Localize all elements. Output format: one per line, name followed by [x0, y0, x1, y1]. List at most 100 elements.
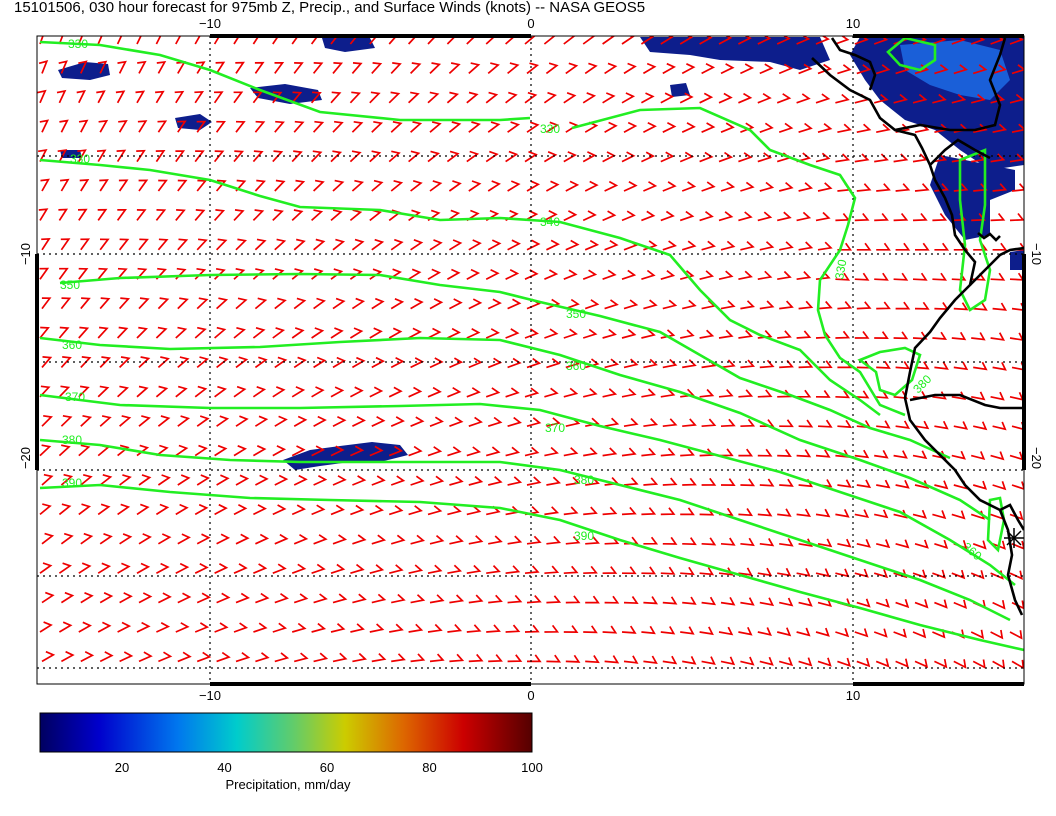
wind-barb: [759, 537, 775, 547]
wind-barb: [313, 593, 328, 604]
wind-barb: [390, 179, 404, 192]
wind-barb: [583, 387, 598, 398]
wind-barb: [798, 241, 814, 251]
wind-barb: [718, 92, 733, 104]
wind-barb: [137, 120, 148, 133]
wind-barb: [136, 385, 149, 398]
wind-barb: [545, 180, 560, 192]
wind-barb: [507, 239, 521, 251]
wind-barb: [738, 626, 753, 636]
wind-barb: [448, 121, 462, 133]
contour-label: 380: [62, 433, 82, 447]
wind-barb: [817, 360, 833, 369]
wind-barb: [604, 62, 618, 75]
wind-barb: [410, 298, 424, 310]
wind-barb: [895, 539, 910, 549]
wind-barb: [330, 150, 343, 163]
wind-barb: [682, 477, 697, 486]
wind-barb: [350, 445, 365, 457]
wind-barb: [662, 122, 677, 133]
wind-barb: [623, 299, 639, 310]
wind-barb: [233, 209, 245, 221]
wind-barb: [388, 36, 398, 45]
wind-barb: [255, 533, 270, 545]
wind-barb: [779, 241, 794, 251]
wind-barb: [252, 268, 265, 280]
graticule: [37, 36, 1024, 684]
wind-barb: [157, 474, 171, 486]
wind-barb: [699, 270, 715, 281]
wind-barb: [291, 622, 307, 633]
wind-barb: [466, 150, 480, 163]
wind-barb: [216, 592, 231, 604]
wind-barb: [371, 120, 383, 133]
wind-barb: [757, 567, 773, 577]
wind-barb: [233, 150, 245, 163]
contour-label: 350: [566, 307, 586, 321]
wind-barb: [41, 473, 54, 486]
wind-barb: [194, 150, 205, 163]
wind-barb: [817, 657, 832, 667]
wind-barb: [78, 385, 90, 398]
wind-barb: [1011, 659, 1024, 670]
wind-barb: [274, 415, 288, 427]
wind-barb: [116, 267, 128, 280]
wind-barb: [99, 415, 112, 427]
wind-barb: [563, 447, 579, 457]
wind-barb: [951, 569, 966, 580]
wind-barb: [468, 62, 481, 75]
wind-barb: [757, 330, 773, 339]
wind-barb: [429, 298, 444, 310]
wind-barb: [660, 566, 676, 575]
wind-barb: [544, 565, 560, 575]
wind-barb: [912, 509, 928, 519]
wind-barb: [196, 179, 208, 192]
wind-barb: [798, 597, 813, 607]
wind-barb: [388, 445, 404, 457]
wind-barb: [369, 564, 385, 575]
wind-barb: [875, 598, 890, 608]
wind-barb: [39, 621, 53, 633]
wind-barb: [759, 122, 774, 133]
wind-barb: [194, 209, 206, 221]
wind-barb: [252, 150, 264, 163]
wind-barb: [660, 210, 675, 222]
wind-barb: [604, 180, 619, 192]
x-tick-bottom: −10: [199, 688, 221, 703]
wind-barb: [137, 60, 147, 74]
wind-barb: [835, 390, 851, 399]
wind-barb: [157, 415, 171, 427]
wind-barb: [876, 479, 891, 489]
wind-barb: [350, 623, 365, 633]
wind-barb: [56, 89, 67, 104]
wind-barb: [932, 93, 947, 104]
wind-barb: [39, 562, 53, 574]
wind-barb: [932, 331, 948, 340]
wind-barb: [175, 622, 190, 633]
contour-labels: 330 330 330 340 350 360 370 380 390 350 …: [60, 37, 985, 563]
wind-barb: [214, 503, 228, 516]
wind-barb: [177, 592, 192, 604]
wind-barb: [604, 417, 620, 428]
wind-barb: [155, 326, 168, 339]
wind-barb: [41, 532, 55, 545]
y-tick-left: −20: [18, 447, 33, 469]
wind-barb: [293, 533, 309, 545]
wind-barb: [449, 594, 465, 604]
wind-barb: [466, 91, 479, 104]
wind-barb: [951, 331, 967, 341]
wind-barb: [274, 62, 285, 74]
wind-barb: [738, 508, 754, 517]
wind-barb: [893, 272, 909, 281]
wind-barb: [272, 504, 287, 516]
wind-barb: [893, 628, 907, 638]
wind-barb: [97, 36, 103, 45]
wind-barb: [505, 269, 520, 280]
wind-barb: [407, 36, 418, 45]
precip-patch: [175, 114, 212, 130]
precip-patch: [1010, 250, 1024, 270]
wind-barb: [854, 390, 870, 399]
wind-barb: [80, 238, 91, 251]
wind-barb: [643, 418, 659, 428]
wind-barb: [58, 621, 73, 633]
